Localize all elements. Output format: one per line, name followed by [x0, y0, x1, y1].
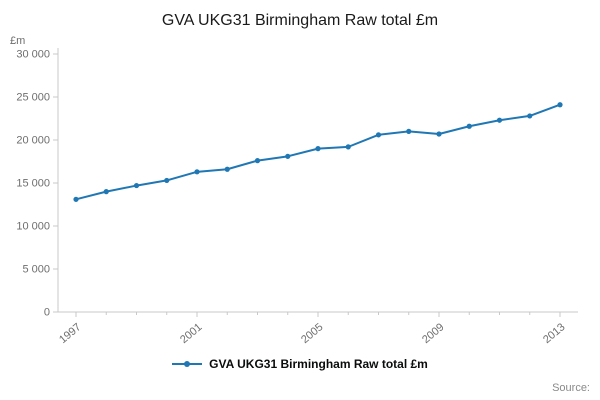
data-point-2000[interactable]: [164, 177, 170, 184]
data-point-1998[interactable]: [103, 189, 109, 195]
data-point-2010[interactable]: [466, 123, 472, 129]
x-tick-label: 2013: [541, 321, 567, 346]
y-tick-label: 30 000: [16, 49, 50, 61]
data-point-2003[interactable]: [254, 158, 261, 164]
data-point-2012[interactable]: [527, 113, 533, 119]
legend-marker-icon: [172, 361, 203, 367]
x-tick-label: 2005: [299, 321, 325, 346]
data-point-2008[interactable]: [406, 128, 412, 134]
data-point-2002[interactable]: [224, 166, 230, 172]
y-tick-label: 0: [44, 307, 50, 319]
line-chart-canvas: £m 0 5 000 10 000 15 000 20 000 25 000 30 000 19…: [10, 35, 578, 346]
data-point-2006[interactable]: [345, 144, 351, 150]
data-point-1999[interactable]: [133, 182, 140, 189]
x-tick-label: 1997: [57, 321, 83, 346]
y-tick-label: 5 000: [22, 264, 50, 276]
data-series-line: [75, 103, 561, 201]
data-point-2013[interactable]: [557, 102, 563, 108]
x-tick-label: 2001: [178, 321, 204, 346]
y-axis-unit-label: £m: [10, 35, 25, 47]
data-point-2009[interactable]: [436, 131, 442, 137]
x-tick-label: 2009: [420, 321, 446, 346]
data-point-1997[interactable]: [73, 196, 79, 202]
data-point-2005[interactable]: [315, 146, 321, 152]
data-point-2007[interactable]: [375, 132, 382, 138]
chart-title: GVA UKG31 Birmingham Raw total £m: [161, 12, 439, 29]
y-tick-label: 25 000: [16, 92, 50, 104]
legend-item[interactable]: GVA UKG31 Birmingham Raw total £m: [0, 354, 600, 374]
y-tick-label: 15 000: [16, 178, 50, 190]
y-tick-label: 20 000: [16, 135, 50, 147]
data-point-2001[interactable]: [194, 169, 200, 175]
data-point-2011[interactable]: [496, 117, 503, 123]
legend-label: GVA UKG31 Birmingham Raw total £m: [209, 357, 428, 371]
y-tick-label: 10 000: [16, 221, 50, 233]
source-label: Source:: [552, 382, 590, 394]
data-point-2004[interactable]: [285, 153, 291, 159]
